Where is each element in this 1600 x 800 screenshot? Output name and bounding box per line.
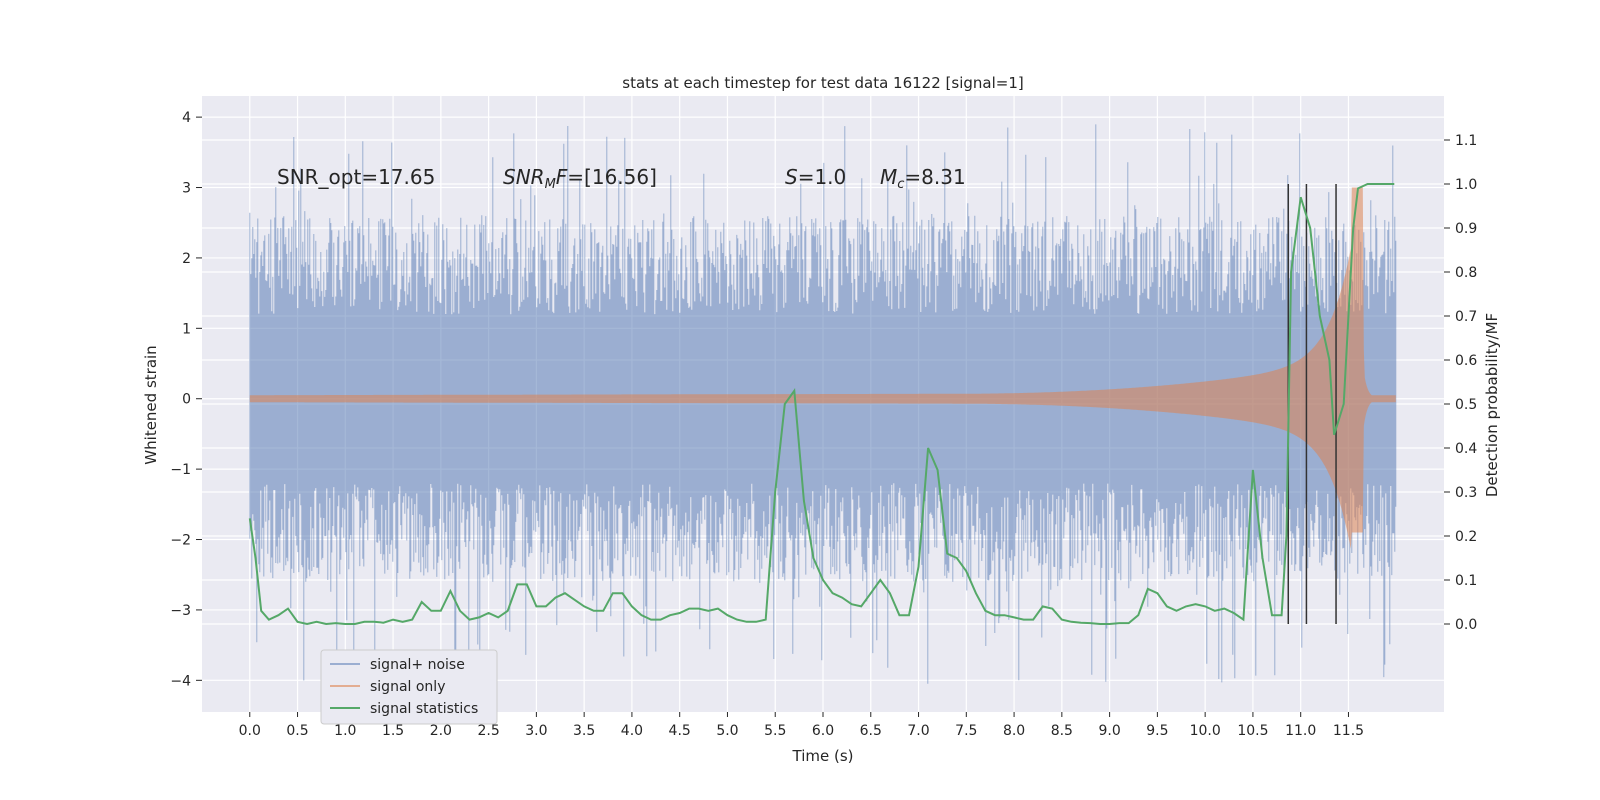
x-tick-label: 9.5 bbox=[1146, 723, 1168, 739]
x-tick-label: 5.0 bbox=[716, 723, 738, 739]
x-tick-label: 2.5 bbox=[477, 723, 499, 739]
y-left-axis-ticks: −4 −3 −2 −1 0 1 2 3 4 bbox=[170, 110, 202, 689]
x-tick-label: 11.5 bbox=[1333, 723, 1364, 739]
y-left-tick-label: −4 bbox=[170, 673, 191, 689]
x-tick-label: 10.5 bbox=[1237, 723, 1268, 739]
legend-label-signal-statistics: signal statistics bbox=[370, 701, 478, 717]
x-tick-label: 7.0 bbox=[907, 723, 929, 739]
x-tick-label: 3.0 bbox=[525, 723, 547, 739]
x-tick-label: 6.5 bbox=[860, 723, 882, 739]
y-right-tick-label: 0.3 bbox=[1455, 485, 1477, 501]
x-tick-label: 9.0 bbox=[1098, 723, 1120, 739]
legend: signal+ noise signal only signal statist… bbox=[320, 649, 498, 725]
x-tick-label: 8.5 bbox=[1051, 723, 1073, 739]
x-tick-label: 1.0 bbox=[334, 723, 356, 739]
y-left-axis-label: Whitened strain bbox=[142, 345, 160, 464]
x-tick-label: 10.0 bbox=[1190, 723, 1221, 739]
y-right-tick-label: 1.0 bbox=[1455, 177, 1477, 193]
x-tick-label: 3.5 bbox=[573, 723, 595, 739]
y-left-tick-label: 4 bbox=[182, 110, 191, 126]
legend-label-signal-only: signal only bbox=[370, 679, 445, 695]
y-left-tick-label: −1 bbox=[170, 462, 191, 478]
plot-area bbox=[248, 124, 1397, 684]
chart-title: stats at each timestep for test data 161… bbox=[622, 74, 1023, 92]
signal-statistics-line bbox=[248, 183, 1395, 626]
y-right-tick-label: 0.1 bbox=[1455, 573, 1477, 589]
x-axis-label: Time (s) bbox=[792, 747, 854, 765]
x-tick-label: 0.0 bbox=[239, 723, 261, 739]
x-axis-ticks: 0.0 0.5 1.0 1.5 2.0 2.5 3.0 3.5 4.0 4.5 5.0 5.5 6.0 6… bbox=[239, 712, 1364, 739]
y-left-tick-label: 1 bbox=[182, 321, 191, 337]
y-right-tick-label: 0.8 bbox=[1455, 265, 1477, 281]
x-tick-label: 4.5 bbox=[669, 723, 691, 739]
y-right-tick-label: 0.0 bbox=[1455, 617, 1477, 633]
annotation-s: S=1.0 bbox=[785, 165, 846, 189]
legend-box bbox=[320, 649, 498, 725]
y-left-tick-label: 3 bbox=[182, 181, 191, 197]
x-tick-label: 8.0 bbox=[1003, 723, 1025, 739]
x-tick-label: 7.5 bbox=[955, 723, 977, 739]
x-tick-label: 0.5 bbox=[286, 723, 308, 739]
y-right-tick-label: 0.9 bbox=[1455, 221, 1477, 237]
x-tick-label: 11.0 bbox=[1285, 723, 1316, 739]
y-right-tick-label: 0.6 bbox=[1455, 353, 1477, 369]
y-right-axis-label: Detection probability/MF bbox=[1483, 313, 1501, 497]
x-tick-label: 5.5 bbox=[764, 723, 786, 739]
annotation-snr-mf: SNRMF=[16.56] bbox=[503, 165, 657, 192]
y-left-tick-label: 2 bbox=[182, 251, 191, 267]
x-tick-label: 4.0 bbox=[621, 723, 643, 739]
annotation-mc: Mc=8.31 bbox=[880, 165, 966, 192]
annotation-snr-opt: SNR_opt=17.65 bbox=[277, 165, 435, 189]
y-left-tick-label: 0 bbox=[182, 392, 191, 408]
y-right-tick-label: 0.7 bbox=[1455, 309, 1477, 325]
signal-statistics-series bbox=[248, 183, 1395, 626]
x-tick-label: 6.0 bbox=[812, 723, 834, 739]
y-left-tick-label: −2 bbox=[170, 533, 191, 549]
legend-label-signal-noise: signal+ noise bbox=[370, 657, 465, 673]
y-right-tick-label: 1.1 bbox=[1455, 133, 1477, 149]
y-right-tick-label: 0.2 bbox=[1455, 529, 1477, 545]
y-right-axis-ticks: 0.0 0.1 0.2 0.3 0.4 0.5 0.6 0.7 0.8 0.9 1.0 1.1 bbox=[1444, 133, 1477, 633]
x-tick-label: 1.5 bbox=[382, 723, 404, 739]
y-left-tick-label: −3 bbox=[170, 603, 191, 619]
y-right-tick-label: 0.5 bbox=[1455, 397, 1477, 413]
y-right-tick-label: 0.4 bbox=[1455, 441, 1477, 457]
x-tick-label: 2.0 bbox=[430, 723, 452, 739]
